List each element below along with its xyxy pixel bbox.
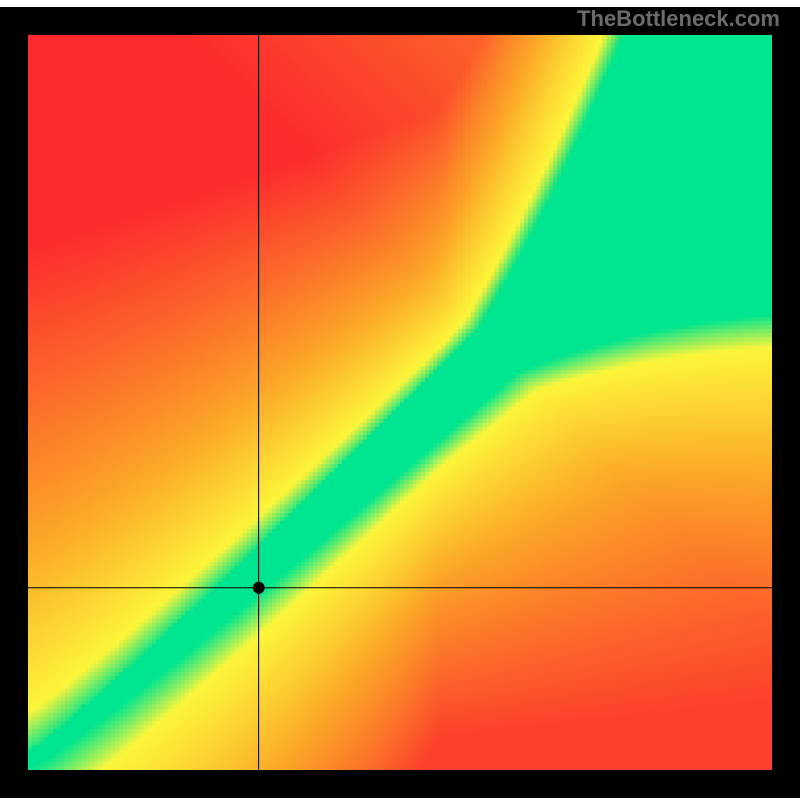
chart-container: TheBottleneck.com: [0, 0, 800, 800]
crosshair-marker: [253, 582, 265, 594]
bottleneck-heatmap: [0, 0, 800, 800]
heatmap-image: [28, 35, 772, 770]
watermark-text: TheBottleneck.com: [577, 6, 780, 32]
